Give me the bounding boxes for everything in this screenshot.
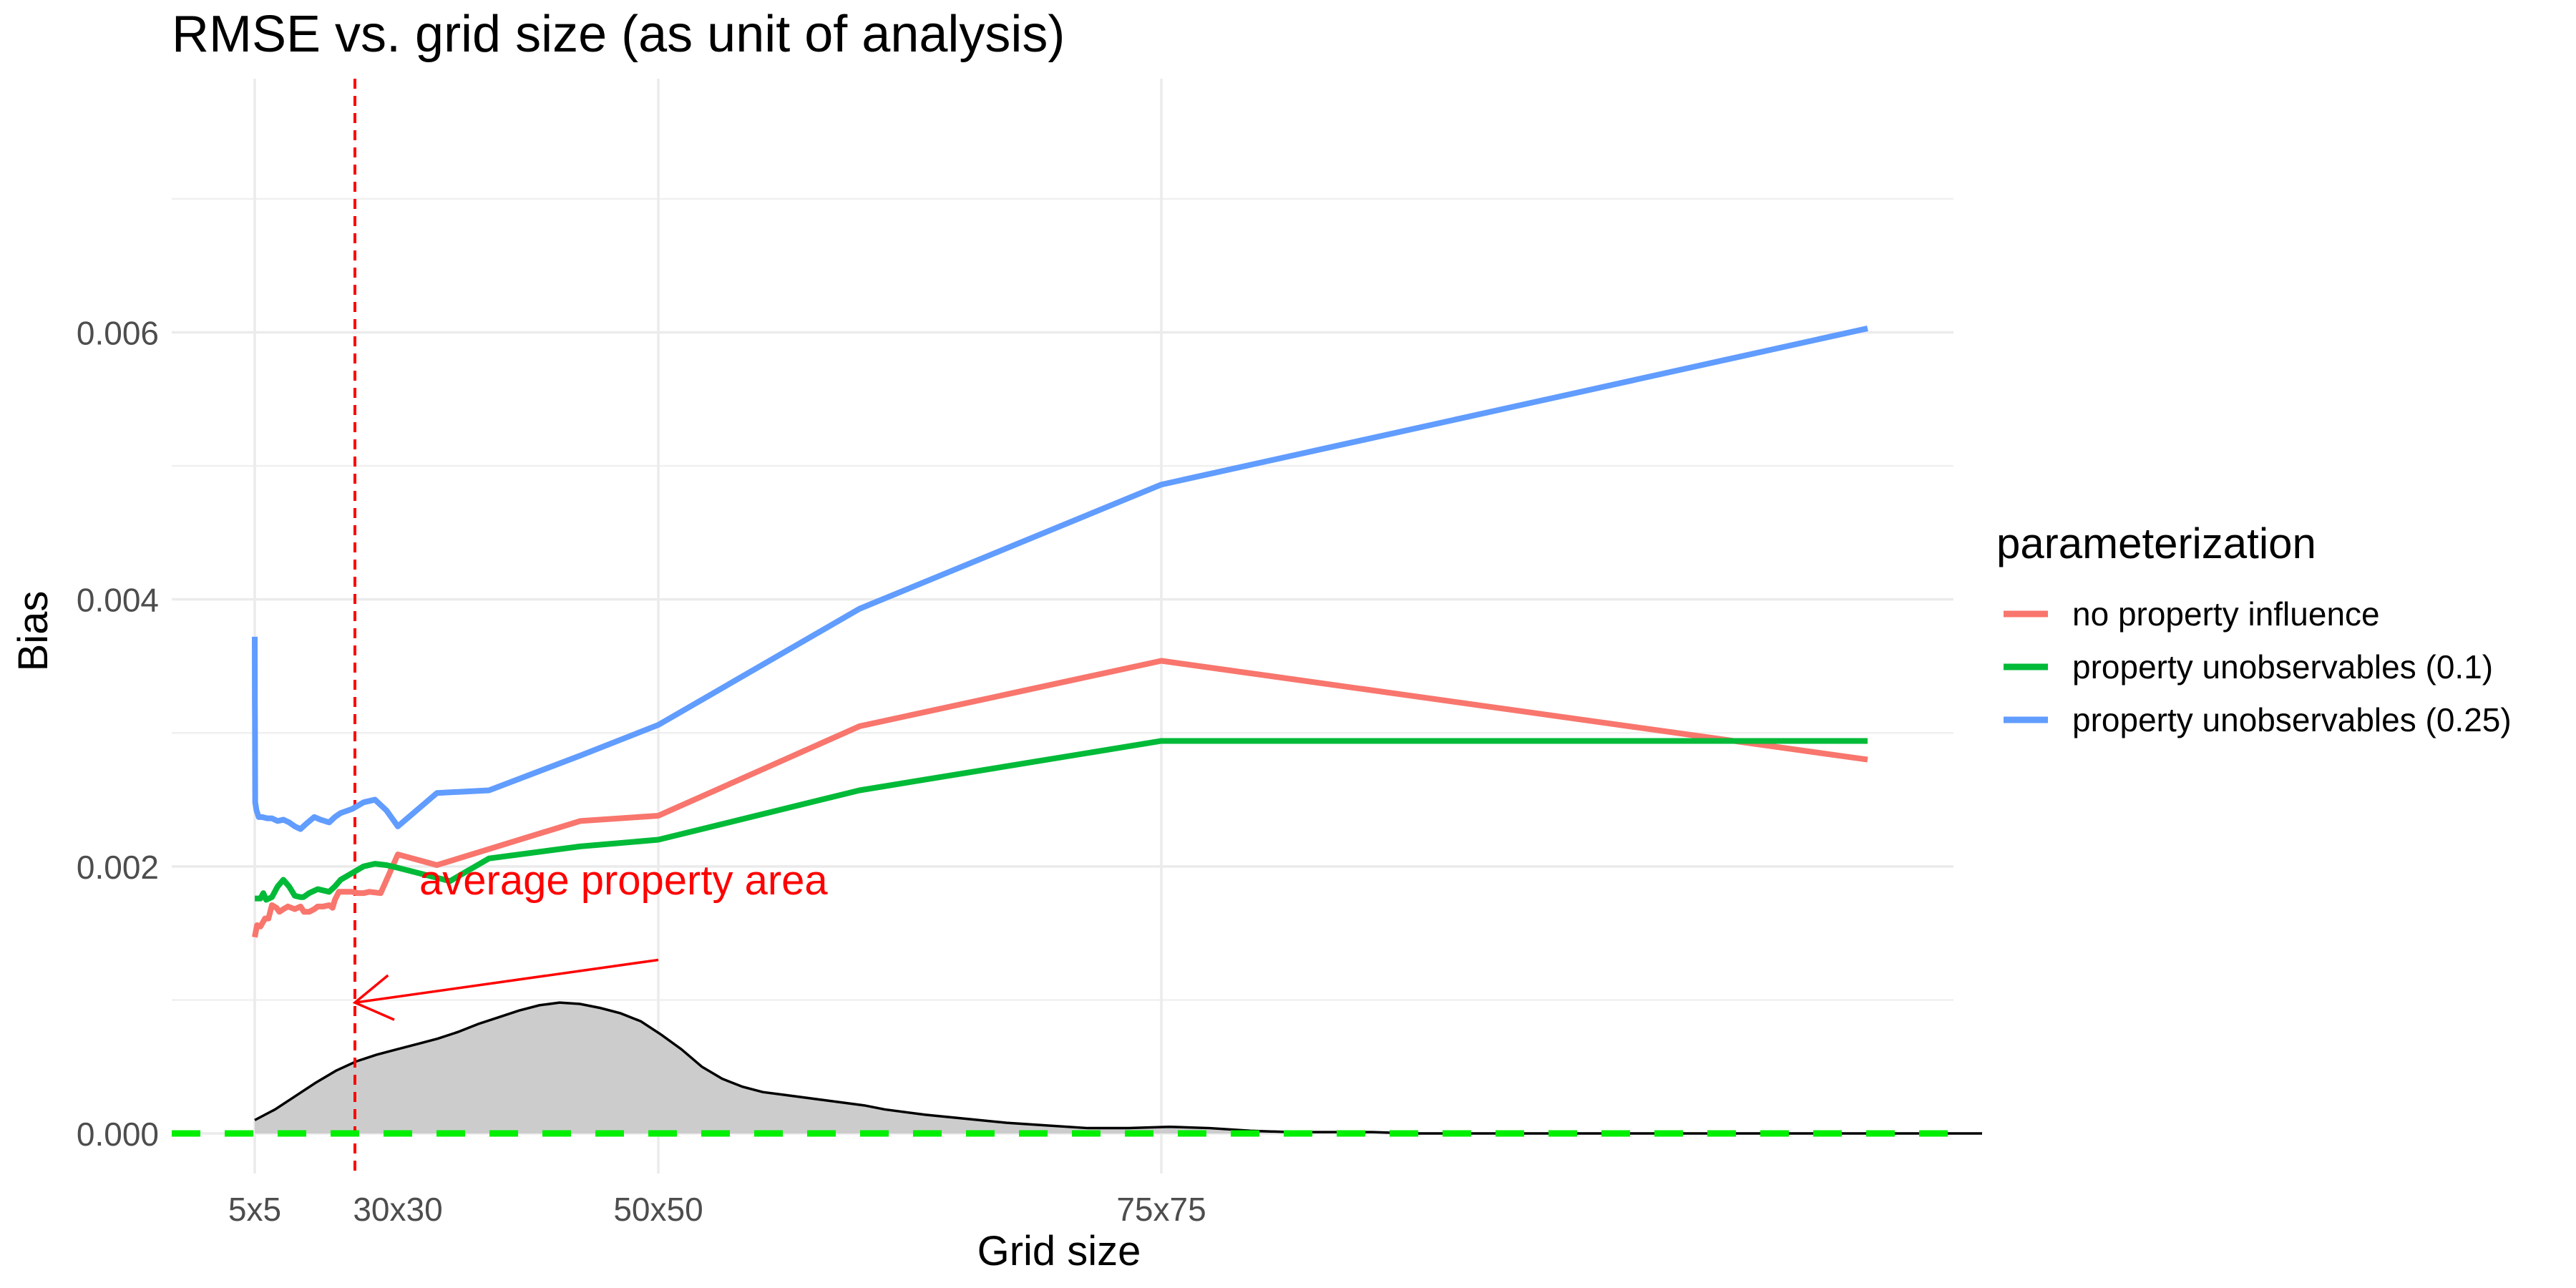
series-line-2: [255, 738, 1868, 903]
y-tick-label: 0.006: [77, 315, 159, 352]
annotation-arrow-line: [354, 958, 659, 1004]
annotation-arrow-head: [352, 974, 395, 1021]
legend-items: no property influence property unobservab…: [2004, 595, 2512, 738]
series-line-1: [252, 658, 1868, 938]
x-tick-label: 50x50: [613, 1191, 703, 1228]
y-axis-label: Bias: [10, 591, 57, 672]
x-axis-label: Grid size: [977, 1228, 1141, 1274]
reference-lines: [172, 79, 1953, 1174]
legend-label-2: property unobservables (0.1): [2072, 648, 2493, 686]
x-tick-label: 75x75: [1116, 1191, 1206, 1228]
density-area: [255, 1002, 1982, 1134]
grid-lines: [172, 79, 1953, 1174]
x-tick-label: 5x5: [228, 1191, 281, 1228]
annotation-label: average property area: [419, 857, 828, 904]
axes: 0.000 0.002 0.004 0.006 5x5 30x30 50x50 75x75: [77, 315, 1206, 1228]
legend-label-3: property unobservables (0.25): [2072, 701, 2512, 738]
legend: parameterization no property influence pr…: [1996, 519, 2512, 738]
legend-title: parameterization: [1996, 519, 2316, 567]
x-tick-label: 30x30: [353, 1191, 442, 1228]
legend-label-1: no property influence: [2072, 595, 2380, 633]
annotation: average property area: [352, 857, 828, 1021]
series-lines: [252, 326, 1868, 938]
y-tick-label: 0.000: [77, 1116, 159, 1153]
y-tick-label: 0.002: [77, 849, 159, 886]
density-curve: [254, 1001, 1982, 1135]
density-outline: [254, 1001, 1982, 1135]
y-tick-label: 0.004: [77, 582, 159, 619]
chart-title: RMSE vs. grid size (as unit of analysis): [172, 6, 1065, 63]
series-line-3: [252, 326, 1868, 832]
